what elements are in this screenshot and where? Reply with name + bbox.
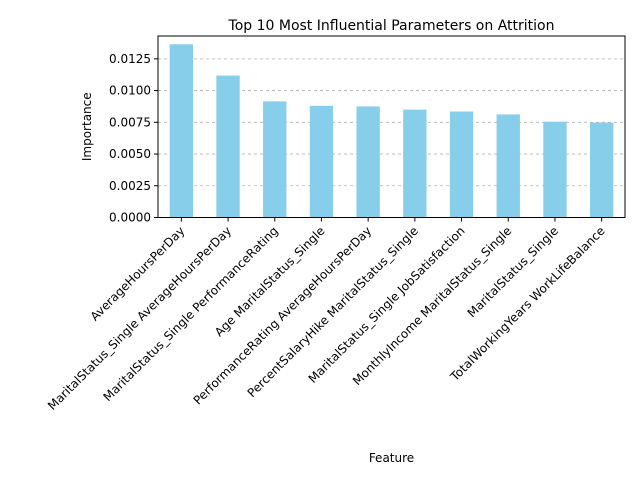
x-tick-label: AverageHoursPerDay (88, 224, 188, 324)
x-tick-label: MaritalStatus_Single (465, 224, 562, 321)
x-tick-label: PerformanceRating AverageHoursPerDay (191, 224, 375, 408)
x-tick-label: PercentSalaryHike MaritalStatus_Single (245, 224, 421, 400)
bar (309, 105, 334, 218)
bar (449, 111, 474, 218)
y-axis-label: Importance (80, 92, 94, 161)
y-tick-label: 0.0000 (109, 211, 151, 225)
bar (403, 109, 427, 218)
y-tick-label: 0.0100 (109, 84, 151, 98)
x-tick-label: MaritalStatus_Single PerformanceRating (101, 224, 281, 404)
y-axis-ticks: 0.0000 0.0025 0.0050 0.0075 0.0100 0.0125 (109, 52, 158, 225)
y-tick-label: 0.0025 (109, 179, 151, 193)
bar (263, 101, 287, 218)
bars (169, 44, 614, 218)
chart-title: Top 10 Most Influential Parameters on At… (228, 18, 555, 34)
bar (169, 44, 194, 218)
x-axis-label: Feature (369, 451, 414, 465)
bar (543, 121, 567, 218)
bar (496, 114, 520, 218)
bar (216, 75, 240, 218)
y-tick-label: 0.0125 (109, 52, 151, 66)
bar (589, 122, 614, 218)
bar (356, 106, 380, 218)
plot-frame (157, 35, 626, 218)
y-tick-label: 0.0050 (109, 147, 151, 161)
y-tick-label: 0.0075 (109, 115, 151, 129)
